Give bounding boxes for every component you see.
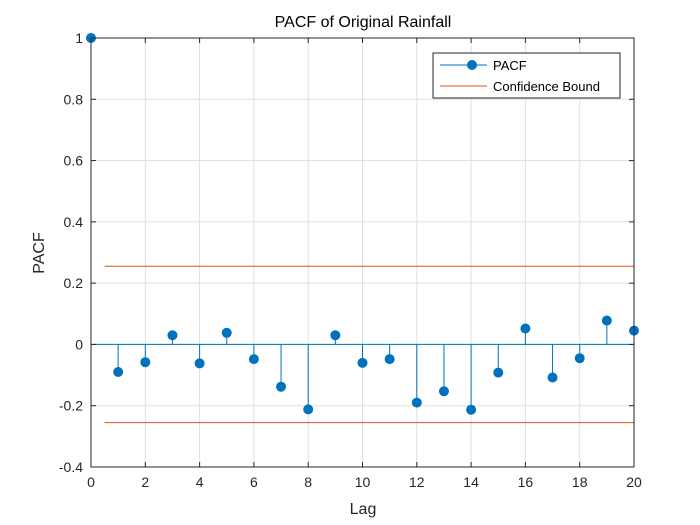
stem-marker [411, 397, 422, 408]
legend-pacf-marker [467, 60, 477, 70]
x-tick-label: 8 [304, 474, 312, 490]
chart-title: PACF of Original Rainfall [275, 14, 452, 31]
x-tick-label: 2 [141, 474, 149, 490]
stem-marker [167, 330, 178, 341]
y-tick-label: -0.2 [59, 398, 83, 414]
stem-marker [221, 327, 232, 338]
legend-box [432, 52, 621, 99]
x-tick-label: 6 [250, 474, 258, 490]
x-tick-label: 0 [87, 474, 95, 490]
stem-marker [194, 358, 205, 369]
x-tick-label: 16 [518, 474, 534, 490]
stem-marker [384, 354, 395, 365]
y-tick-label: 0.8 [64, 91, 84, 107]
stem-marker [574, 353, 585, 364]
plot-area: 0 2 4 6 8 10 12 14 16 18 20 -0.4 -0.2 0 0.2 0.4 0.6 0.8 1 [59, 30, 642, 490]
stem-marker [466, 404, 477, 415]
stem-marker [601, 315, 612, 326]
x-tick-label: 4 [196, 474, 204, 490]
x-tick-label: 20 [626, 474, 642, 490]
y-tick-label: 0 [75, 336, 83, 352]
stem-marker [330, 330, 341, 341]
y-tick-label: -0.4 [59, 459, 83, 475]
stem-marker [140, 357, 151, 368]
legend-pacf-label: PACF [493, 58, 527, 73]
x-tick-label: 14 [463, 474, 479, 490]
stem-marker [520, 323, 531, 334]
stem-marker [547, 372, 558, 383]
y-axis-label: PACF [31, 232, 48, 274]
stem-marker [248, 354, 259, 365]
stem-marker [438, 386, 449, 397]
legend-bound-label: Confidence Bound [493, 79, 600, 94]
y-tick-label: 0.6 [64, 153, 84, 169]
x-tick-label: 12 [409, 474, 425, 490]
stem-marker [357, 357, 368, 368]
stem-marker [303, 404, 314, 415]
x-tick-label: 10 [355, 474, 371, 490]
stem-marker [493, 367, 504, 378]
stem-marker [276, 381, 287, 392]
y-tick-label: 0.4 [64, 214, 84, 230]
x-axis-label: Lag [350, 501, 377, 518]
legend: PACF Confidence Bound [432, 52, 621, 99]
y-tick-label: 1 [75, 30, 83, 46]
stem-marker [113, 367, 124, 378]
x-tick-label: 18 [572, 474, 588, 490]
y-tick-label: 0.2 [64, 275, 84, 291]
